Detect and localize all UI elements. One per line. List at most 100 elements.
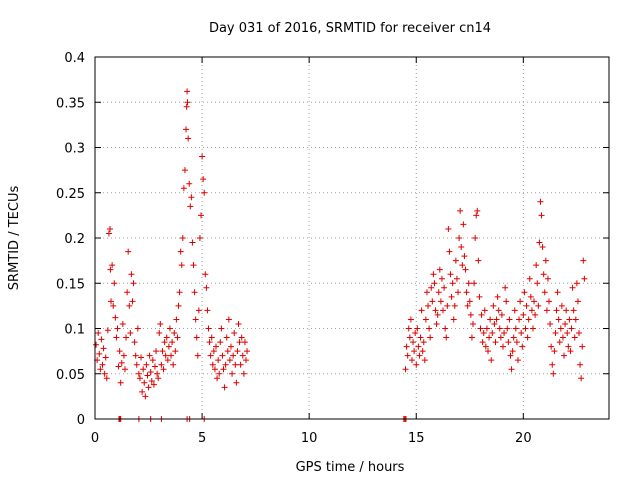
data-point bbox=[550, 370, 557, 377]
data-point bbox=[218, 325, 225, 332]
data-point bbox=[549, 361, 556, 368]
data-point bbox=[413, 361, 420, 368]
data-point bbox=[455, 289, 462, 296]
data-point bbox=[93, 341, 100, 348]
data-point bbox=[523, 302, 530, 309]
data-point bbox=[563, 307, 570, 314]
data-point bbox=[553, 307, 560, 314]
data-point bbox=[233, 379, 240, 386]
data-point bbox=[184, 88, 191, 95]
y-tick-label: 0.05 bbox=[56, 368, 85, 383]
data-point bbox=[428, 284, 435, 291]
data-point bbox=[196, 235, 203, 241]
data-point bbox=[220, 366, 227, 373]
data-point bbox=[406, 334, 413, 341]
data-point bbox=[224, 348, 231, 355]
data-point bbox=[237, 361, 244, 368]
data-point bbox=[458, 244, 465, 251]
data-point bbox=[542, 257, 549, 264]
data-point bbox=[189, 239, 196, 246]
data-point bbox=[419, 348, 426, 355]
data-point bbox=[134, 325, 141, 332]
data-point bbox=[129, 298, 136, 305]
data-point bbox=[171, 330, 178, 337]
data-point bbox=[429, 298, 436, 305]
data-point bbox=[172, 348, 179, 355]
data-point bbox=[408, 357, 415, 364]
data-point bbox=[462, 266, 469, 273]
data-point bbox=[565, 343, 572, 350]
x-tick-label: 20 bbox=[515, 431, 532, 446]
data-point bbox=[202, 271, 209, 278]
data-point bbox=[146, 352, 153, 359]
data-point bbox=[438, 275, 445, 282]
data-point bbox=[467, 311, 474, 318]
data-point bbox=[100, 345, 107, 352]
data-point bbox=[124, 289, 131, 296]
data-point bbox=[566, 316, 573, 323]
data-point bbox=[521, 289, 528, 296]
data-point bbox=[567, 348, 574, 355]
data-point bbox=[442, 325, 449, 332]
data-point bbox=[509, 348, 516, 355]
data-point bbox=[538, 212, 545, 219]
data-point bbox=[203, 284, 210, 291]
data-point bbox=[499, 343, 506, 350]
data-point bbox=[229, 370, 236, 377]
data-point bbox=[486, 334, 493, 341]
data-point bbox=[110, 302, 117, 309]
data-point bbox=[405, 325, 412, 332]
data-point bbox=[168, 352, 175, 359]
data-point bbox=[490, 302, 497, 309]
data-point bbox=[531, 298, 538, 305]
data-point bbox=[578, 375, 585, 382]
data-point bbox=[138, 354, 145, 361]
data-point bbox=[194, 352, 201, 359]
data-point bbox=[107, 266, 114, 273]
data-point bbox=[128, 271, 135, 278]
data-point bbox=[153, 348, 160, 355]
data-point bbox=[207, 352, 214, 359]
data-point bbox=[415, 343, 422, 350]
data-point bbox=[173, 316, 180, 323]
data-point bbox=[417, 334, 424, 341]
data-point bbox=[456, 235, 463, 241]
data-point bbox=[188, 194, 195, 201]
data-point bbox=[508, 366, 515, 373]
data-point bbox=[481, 307, 488, 314]
data-point bbox=[468, 334, 475, 341]
data-point bbox=[502, 284, 509, 291]
data-point bbox=[205, 325, 212, 332]
data-point bbox=[240, 370, 247, 377]
data-point bbox=[121, 366, 128, 373]
data-point bbox=[433, 320, 440, 327]
data-point bbox=[504, 325, 511, 332]
data-point bbox=[497, 334, 504, 341]
data-point bbox=[495, 307, 502, 314]
data-point bbox=[179, 235, 186, 241]
data-point bbox=[155, 375, 162, 382]
data-point bbox=[543, 307, 550, 314]
data-point bbox=[465, 280, 472, 287]
y-tick-label: 0.2 bbox=[64, 232, 85, 247]
data-point bbox=[123, 334, 130, 341]
data-point bbox=[232, 361, 239, 368]
data-point bbox=[244, 348, 251, 355]
y-axis-label: SRMTID / TECUs bbox=[7, 186, 22, 291]
data-point bbox=[95, 330, 102, 337]
data-point bbox=[466, 298, 473, 305]
data-point bbox=[133, 361, 140, 368]
data-point bbox=[120, 352, 127, 359]
y-tick-label: 0.35 bbox=[56, 96, 85, 111]
data-point bbox=[131, 339, 138, 346]
data-point bbox=[554, 289, 561, 296]
data-point bbox=[457, 207, 464, 214]
data-point bbox=[242, 357, 249, 364]
data-point bbox=[427, 334, 434, 341]
data-point bbox=[198, 212, 205, 219]
data-point bbox=[516, 316, 523, 323]
data-point bbox=[136, 375, 143, 382]
data-point bbox=[216, 370, 223, 377]
data-point bbox=[116, 348, 123, 355]
data-point bbox=[125, 248, 132, 255]
